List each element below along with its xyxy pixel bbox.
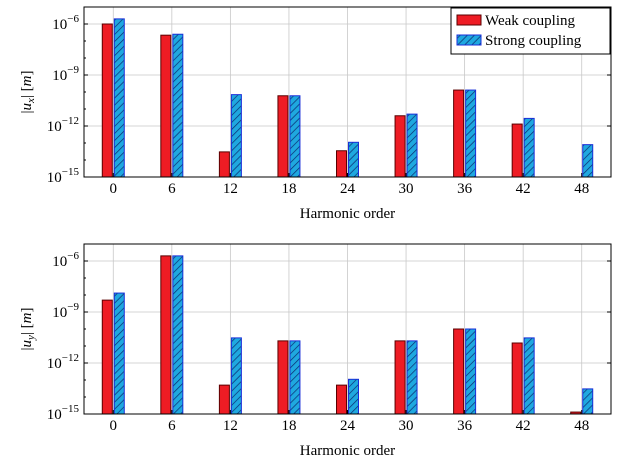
bar-weak-42	[511, 342, 523, 415]
x-tick-label: 6	[168, 418, 176, 434]
bar-weak-6	[160, 34, 172, 178]
x-tick-label: 0	[110, 418, 118, 434]
bar-weak-12	[218, 151, 230, 178]
x-tick-label: 0	[110, 181, 118, 197]
bar-weak-24	[336, 384, 347, 415]
bar-weak-36	[453, 328, 465, 415]
x-tick-label: 30	[399, 181, 414, 197]
y-axis-title: |uy| [m]	[19, 308, 37, 351]
bar-weak-12	[218, 384, 230, 415]
legend-box	[450, 7, 611, 55]
x-tick-label: 12	[223, 418, 238, 434]
bar-strong-42	[523, 117, 535, 178]
x-tick-label: 36	[457, 181, 473, 197]
uy-chart: 10−15 10−12 10−9 10−6 0 6 12 18 24 30 36 42 48 Harmon…	[19, 243, 612, 459]
bar-strong-24	[348, 141, 359, 178]
bar-weak-6	[160, 255, 172, 415]
ux-chart: 10−15 10−12 10−9 10−6 0 6 12 18 24 30 36 42 48 Harmon…	[19, 6, 612, 222]
x-tick-label: 24	[340, 181, 356, 197]
y-tick-label: 10−12	[47, 352, 79, 372]
bar-weak-0	[101, 23, 113, 178]
x-tick-label: 30	[399, 418, 414, 434]
bar-strong-18	[289, 95, 301, 178]
y-tick-label: 10−15	[47, 166, 80, 186]
y-tick-label: 10−9	[52, 64, 79, 84]
bar-strong-6	[172, 33, 184, 178]
bar-strong-36	[465, 328, 477, 415]
bar-strong-42	[523, 337, 535, 415]
y-tick-label: 10−9	[52, 301, 79, 321]
y-tick-label: 10−15	[47, 403, 80, 423]
bar-weak-0	[101, 299, 113, 415]
legend-label-strong: Strong coupling	[485, 33, 582, 49]
x-tick-label: 12	[223, 181, 238, 197]
legend-label-weak: Weak coupling	[485, 13, 576, 29]
x-tick-label: 48	[574, 181, 589, 197]
bar-strong-30	[406, 340, 418, 415]
bar-strong-30	[406, 113, 418, 178]
x-tick-label: 36	[457, 418, 473, 434]
x-tick-label: 24	[340, 418, 356, 434]
y-axis-title: |ux| [m]	[19, 71, 37, 114]
legend: Weak coupling Strong coupling	[450, 7, 611, 55]
bar-weak-30	[394, 115, 406, 178]
bar-weak-18	[277, 95, 289, 178]
x-tick-label: 18	[281, 418, 296, 434]
x-axis-title: Harmonic order	[300, 443, 395, 459]
x-tick-label: 42	[516, 418, 531, 434]
x-tick-label: 18	[281, 181, 296, 197]
bar-weak-24	[336, 150, 347, 178]
bar-strong-24	[348, 378, 359, 415]
y-tick-label: 10−12	[47, 115, 79, 135]
x-tick-label: 6	[168, 181, 176, 197]
x-tick-label: 42	[516, 181, 531, 197]
bar-strong-48	[582, 144, 594, 178]
y-tick-label: 10−6	[52, 13, 79, 33]
bar-strong-12	[230, 337, 242, 415]
y-tick-label: 10−6	[52, 250, 79, 270]
bar-strong-36	[465, 89, 477, 178]
x-tick-label: 48	[574, 418, 589, 434]
bar-strong-18	[289, 340, 301, 415]
bar-strong-48	[582, 388, 594, 415]
legend-swatch-strong	[456, 34, 482, 46]
bar-strong-6	[172, 255, 184, 415]
bar-weak-42	[511, 123, 523, 178]
bar-weak-30	[394, 340, 406, 415]
bar-strong-0	[113, 292, 125, 415]
legend-swatch-weak	[456, 14, 482, 26]
x-axis-title: Harmonic order	[300, 206, 395, 222]
bar-strong-12	[230, 94, 242, 178]
bar-weak-18	[277, 340, 289, 415]
bar-strong-0	[113, 18, 125, 178]
bar-weak-36	[453, 89, 465, 178]
